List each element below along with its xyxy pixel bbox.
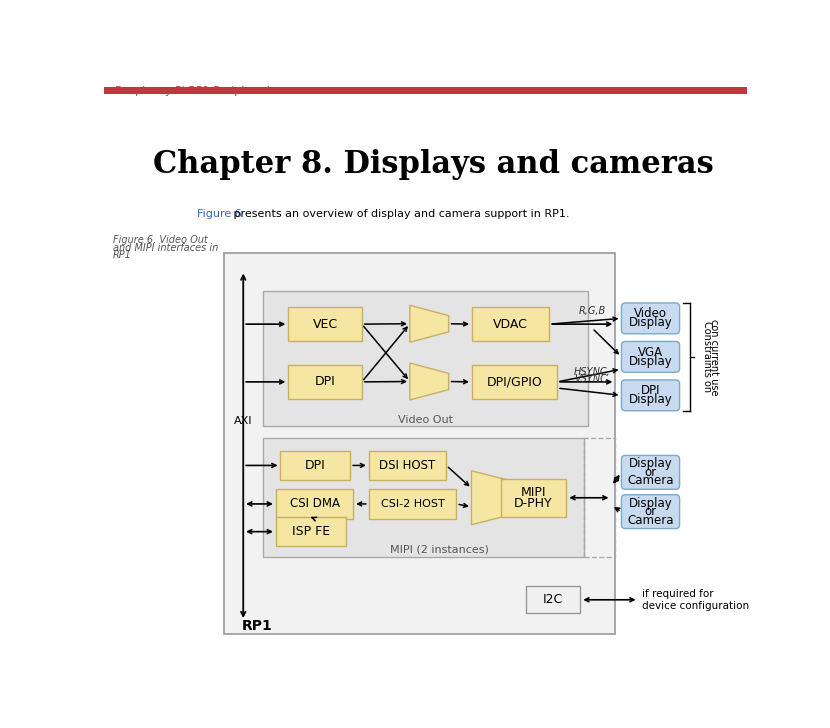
Text: Camera: Camera <box>627 475 674 487</box>
Bar <box>472 365 557 399</box>
Text: Display: Display <box>628 355 672 368</box>
Text: Video: Video <box>634 307 667 320</box>
Text: D-PHY: D-PHY <box>514 496 553 510</box>
Text: DPI: DPI <box>305 459 325 472</box>
Text: Raspberry Pi RP1 Peripherals: Raspberry Pi RP1 Peripherals <box>115 86 276 96</box>
Bar <box>276 489 354 518</box>
Bar <box>262 291 588 426</box>
FancyBboxPatch shape <box>622 495 680 529</box>
Text: HSYNC,: HSYNC, <box>574 367 611 377</box>
Bar <box>369 451 447 480</box>
Bar <box>281 451 350 480</box>
Text: CSI DMA: CSI DMA <box>290 497 339 510</box>
Text: con current use: con current use <box>710 319 720 395</box>
Polygon shape <box>410 305 449 342</box>
Text: Figure 6. Video Out: Figure 6. Video Out <box>113 235 208 245</box>
FancyBboxPatch shape <box>622 380 680 411</box>
FancyBboxPatch shape <box>622 303 680 333</box>
Text: presents an overview of display and camera support in RP1.: presents an overview of display and came… <box>230 210 569 219</box>
FancyBboxPatch shape <box>622 456 680 489</box>
Text: VGA: VGA <box>638 346 663 359</box>
Text: and MIPI interfaces in: and MIPI interfaces in <box>113 242 218 253</box>
Text: DPI: DPI <box>315 376 335 388</box>
Bar <box>288 365 362 399</box>
Bar <box>288 306 362 341</box>
Text: or: or <box>644 466 657 479</box>
Text: device configuration: device configuration <box>642 601 749 611</box>
Text: DPI/GPIO: DPI/GPIO <box>486 376 542 388</box>
FancyBboxPatch shape <box>622 341 680 372</box>
Text: if required for: if required for <box>642 589 714 598</box>
Text: R,G,B: R,G,B <box>579 306 606 317</box>
Bar <box>262 438 584 557</box>
Text: MIPI (2 instances): MIPI (2 instances) <box>389 545 488 554</box>
Text: Display: Display <box>628 496 672 510</box>
Text: Video Out: Video Out <box>398 415 453 425</box>
Text: Constraints on: Constraints on <box>701 321 711 392</box>
Text: Display: Display <box>628 317 672 330</box>
Bar <box>369 489 456 518</box>
Text: Display: Display <box>628 457 672 470</box>
Text: ISP FE: ISP FE <box>291 525 330 538</box>
Bar <box>500 478 566 517</box>
Text: RP1: RP1 <box>113 250 132 260</box>
Text: VDAC: VDAC <box>493 317 528 331</box>
Text: DPI: DPI <box>641 384 660 397</box>
Text: DSI HOST: DSI HOST <box>379 459 436 472</box>
Bar <box>224 253 615 634</box>
Polygon shape <box>410 363 449 400</box>
Text: I2C: I2C <box>543 593 564 606</box>
Text: Chapter 8. Displays and cameras: Chapter 8. Displays and cameras <box>153 149 714 180</box>
Bar <box>104 87 747 93</box>
Bar <box>526 586 580 613</box>
Text: or: or <box>644 505 657 518</box>
Bar <box>584 438 615 557</box>
Text: Display: Display <box>628 393 672 406</box>
Text: Figure 6: Figure 6 <box>197 210 242 219</box>
Text: AXI: AXI <box>234 416 252 426</box>
Polygon shape <box>471 471 514 525</box>
Text: VEC: VEC <box>312 317 338 331</box>
Text: MIPI: MIPI <box>520 486 546 499</box>
Bar <box>472 306 549 341</box>
Bar <box>276 517 345 546</box>
Text: RP1: RP1 <box>242 620 272 633</box>
Text: Camera: Camera <box>627 513 674 526</box>
Text: CSI-2 HOST: CSI-2 HOST <box>381 499 444 509</box>
Text: VSYNC: VSYNC <box>574 374 607 384</box>
